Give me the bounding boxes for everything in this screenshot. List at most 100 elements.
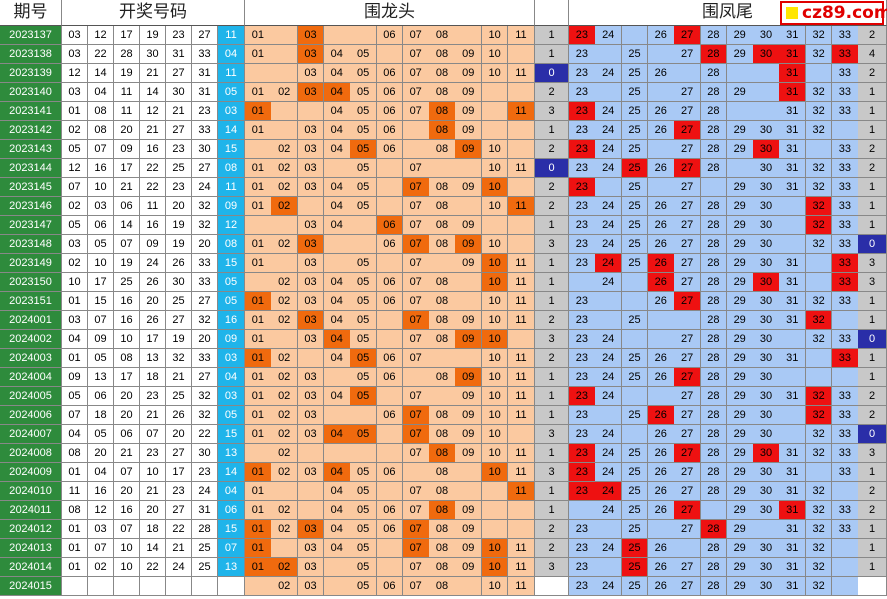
tail-number-cell: 27 <box>674 387 701 406</box>
tail-number-cell: 30 <box>753 45 780 64</box>
head-hit-count: 2 <box>535 539 569 558</box>
tail-number-cell: 26 <box>647 501 675 520</box>
tail-number-cell: 28 <box>700 330 728 349</box>
head-number-cell: 08 <box>429 273 456 292</box>
head-number-cell: 07 <box>402 45 430 64</box>
tail-hit-count: 1 <box>858 463 887 482</box>
tail-number-cell: 29 <box>726 83 754 102</box>
special-number-cell: 04 <box>218 45 245 64</box>
head-number-cell <box>297 444 325 463</box>
draw-number-cell <box>62 577 88 596</box>
head-number-cell <box>271 482 299 501</box>
head-number-cell: 03 <box>297 26 325 45</box>
head-number-cell: 03 <box>297 577 325 596</box>
head-number-cell: 02 <box>271 178 299 197</box>
tail-number-cell: 31 <box>779 349 807 368</box>
head-number-cell: 01 <box>245 520 272 539</box>
draw-number-cell: 19 <box>166 330 192 349</box>
draw-number-cell: 03 <box>62 26 88 45</box>
tail-number-cell: 23 <box>569 425 596 444</box>
head-number-cell: 04 <box>323 311 351 330</box>
head-number-cell <box>508 330 535 349</box>
tail-number-cell: 25 <box>621 368 649 387</box>
draw-number-cell: 12 <box>140 102 166 121</box>
draw-number-cell: 20 <box>88 444 114 463</box>
head-number-cell: 04 <box>323 463 351 482</box>
draw-number-cell: 04 <box>62 330 88 349</box>
tail-number-cell <box>753 520 780 539</box>
head-number-cell <box>508 520 535 539</box>
head-number-cell: 01 <box>245 330 272 349</box>
draw-number-cell: 28 <box>114 45 140 64</box>
tail-number-cell: 28 <box>700 102 728 121</box>
draw-number-cell: 07 <box>114 463 140 482</box>
draw-number-cell: 30 <box>140 45 166 64</box>
site-logo[interactable]: cz89.com <box>780 1 887 25</box>
head-number-cell: 11 <box>508 102 535 121</box>
draw-number-cell: 14 <box>140 539 166 558</box>
tail-number-cell: 24 <box>595 463 623 482</box>
draw-number-cell: 33 <box>192 254 218 273</box>
draw-number-cell: 11 <box>62 482 88 501</box>
head-number-cell <box>376 387 404 406</box>
draw-number-cell: 20 <box>192 235 218 254</box>
head-number-cell: 08 <box>429 45 456 64</box>
tail-number-cell: 30 <box>753 539 780 558</box>
draw-number-cell: 12 <box>88 26 114 45</box>
tail-number-cell: 23 <box>569 349 596 368</box>
draw-number-cell: 03 <box>62 311 88 330</box>
draw-number-cell: 18 <box>88 406 114 425</box>
head-number-cell <box>508 425 535 444</box>
tail-number-cell: 30 <box>753 482 780 501</box>
tail-number-cell: 24 <box>595 482 623 501</box>
tail-number-cell <box>647 520 675 539</box>
tail-hit-count <box>858 577 887 596</box>
head-number-cell: 09 <box>455 121 483 140</box>
head-number-cell <box>481 121 509 140</box>
tail-number-cell <box>805 64 833 83</box>
tail-number-cell: 28 <box>700 406 728 425</box>
draw-number-cell: 11 <box>140 197 166 216</box>
draw-number-cell: 32 <box>192 197 218 216</box>
special-number-cell: 05 <box>218 406 245 425</box>
head-number-cell <box>323 368 351 387</box>
draw-number-cell: 18 <box>140 520 166 539</box>
head-number-cell: 09 <box>455 178 483 197</box>
head-number-cell: 08 <box>429 235 456 254</box>
head-number-cell: 09 <box>455 140 483 159</box>
tail-number-cell: 29 <box>726 311 754 330</box>
tail-number-cell: 27 <box>674 197 701 216</box>
head-number-cell: 03 <box>297 64 325 83</box>
draw-number-cell: 27 <box>192 368 218 387</box>
tail-number-cell: 29 <box>726 216 754 235</box>
yellow-square-icon <box>786 7 798 19</box>
head-number-cell: 06 <box>376 349 404 368</box>
tail-number-cell: 26 <box>647 482 675 501</box>
tail-number-cell: 31 <box>779 26 807 45</box>
head-number-cell <box>455 197 483 216</box>
head-number-cell: 05 <box>350 501 377 520</box>
head-hit-count: 2 <box>535 140 569 159</box>
head-number-cell: 04 <box>323 45 351 64</box>
draw-number-cell: 07 <box>62 406 88 425</box>
head-number-cell: 06 <box>376 140 404 159</box>
tail-number-cell: 25 <box>621 444 649 463</box>
head-number-cell: 09 <box>455 83 483 102</box>
head-number-cell: 05 <box>350 368 377 387</box>
tail-number-cell: 31 <box>779 577 807 596</box>
tail-number-cell: 27 <box>674 425 701 444</box>
head-number-cell: 01 <box>245 406 272 425</box>
tail-number-cell: 33 <box>832 273 859 292</box>
tail-number-cell: 24 <box>595 26 623 45</box>
head-hit-count: 3 <box>535 330 569 349</box>
tail-hit-count: 1 <box>858 83 887 102</box>
head-number-cell: 05 <box>350 159 377 178</box>
head-number-cell <box>429 159 456 178</box>
head-number-cell: 07 <box>402 26 430 45</box>
tail-number-cell: 31 <box>779 140 807 159</box>
draw-number-cell: 05 <box>88 235 114 254</box>
tail-number-cell: 30 <box>753 292 780 311</box>
draw-number-cell: 24 <box>166 558 192 577</box>
head-number-cell: 09 <box>455 368 483 387</box>
head-hit-count: 3 <box>535 558 569 577</box>
